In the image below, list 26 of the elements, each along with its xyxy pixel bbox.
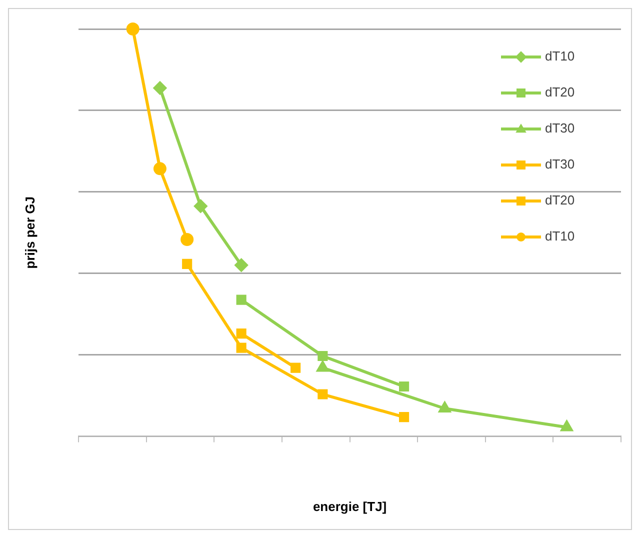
legend-label: dT30 [545, 156, 575, 172]
point [236, 328, 246, 339]
point [318, 350, 328, 362]
legend-label: dT10 [545, 228, 575, 244]
legend-label: dT30 [545, 120, 575, 136]
point [318, 389, 328, 400]
point [236, 294, 246, 305]
point [194, 200, 208, 213]
point [316, 361, 329, 372]
point [153, 82, 166, 95]
legend-label: dT20 [545, 192, 575, 208]
point [560, 420, 573, 432]
point [438, 402, 451, 413]
legend-label: dT20 [545, 84, 575, 100]
point [180, 233, 194, 246]
point [290, 362, 301, 373]
point [182, 258, 192, 269]
point [126, 22, 140, 36]
legend-label: dT10 [545, 48, 575, 64]
point [236, 342, 246, 353]
point [234, 258, 248, 272]
x-axis-title: energie [TJ] [312, 498, 387, 514]
y-axis-title: prijs per GJ [22, 196, 38, 269]
point [399, 412, 410, 422]
point [399, 381, 410, 392]
point [153, 162, 166, 176]
